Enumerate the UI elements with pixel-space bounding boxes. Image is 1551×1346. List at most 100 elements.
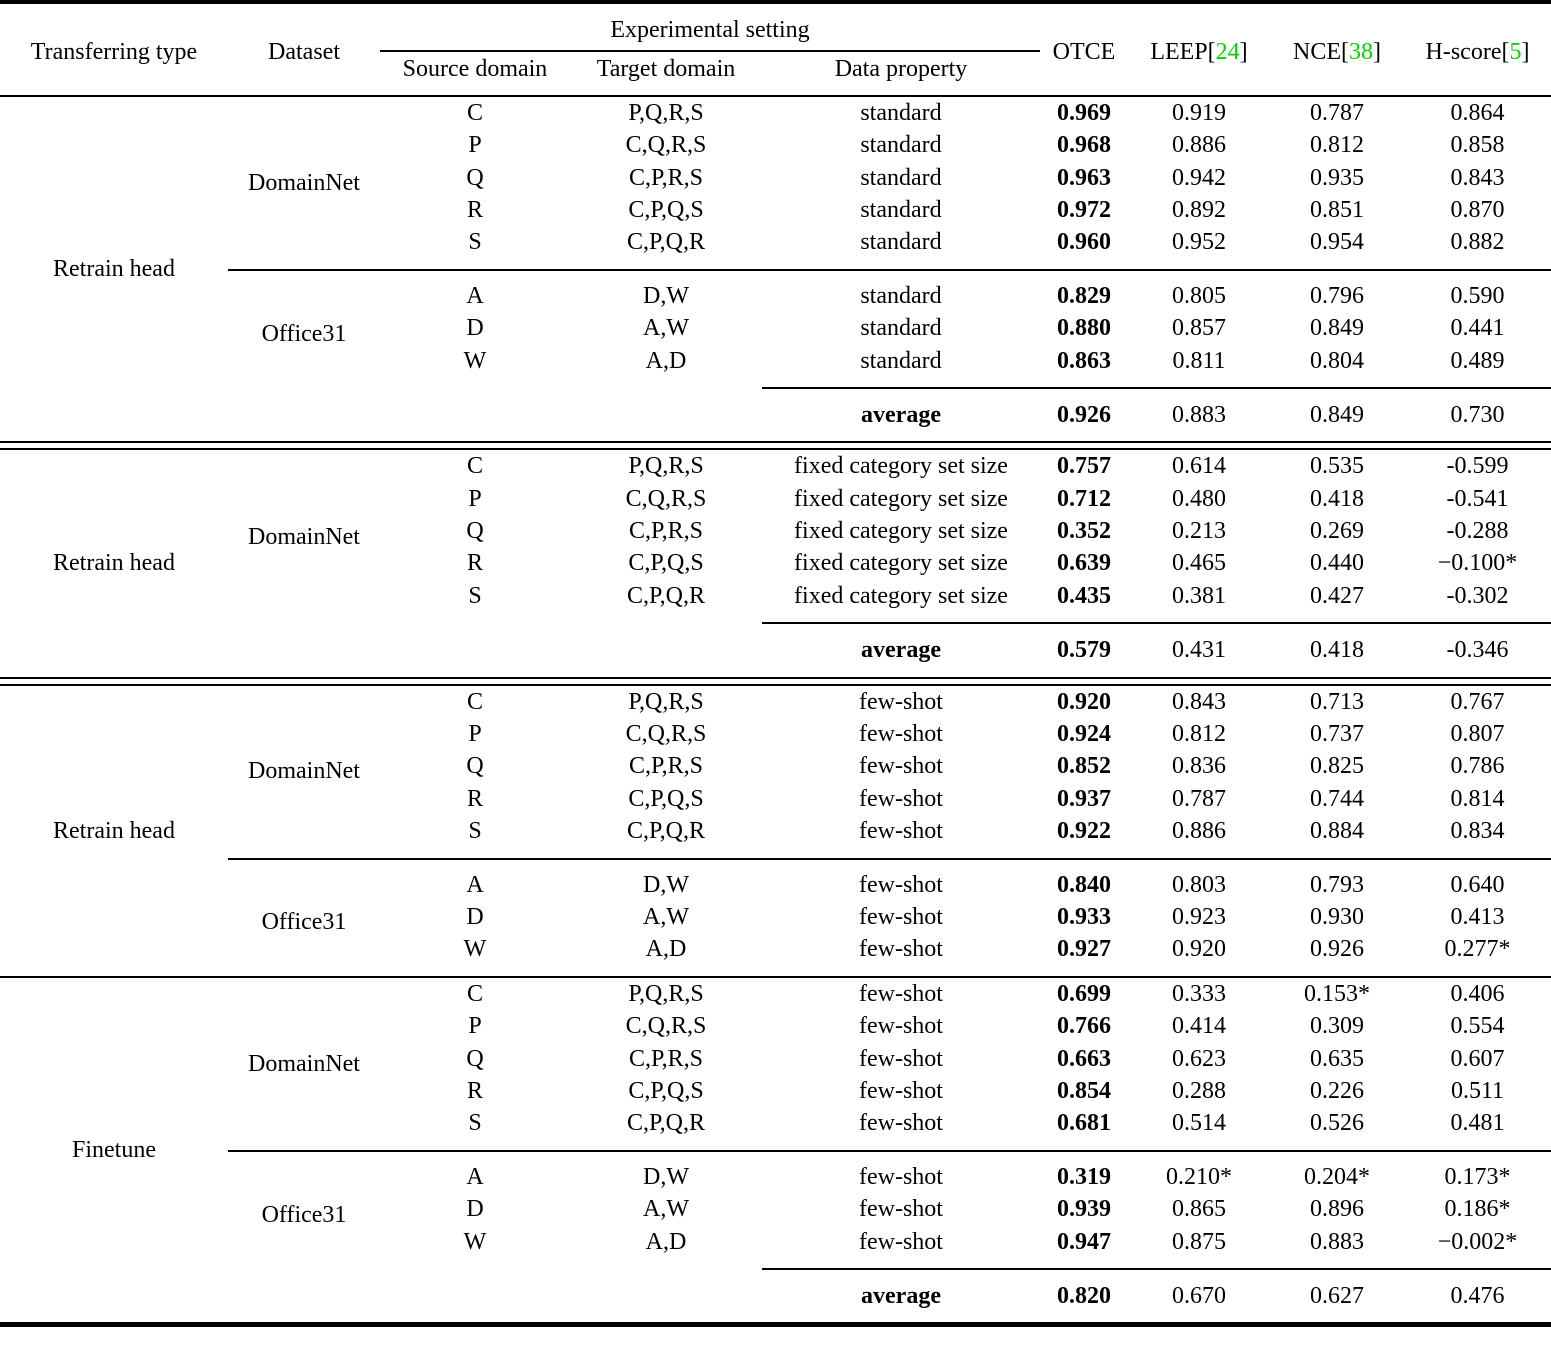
citation-number: 24 xyxy=(1215,39,1240,66)
cell-data-property: few-shot xyxy=(859,1110,943,1137)
cell-hscore: 0.834 xyxy=(1450,818,1505,845)
cell-otce: 0.319 xyxy=(1040,1149,1128,1194)
cell-otce: 0.639 xyxy=(1057,550,1111,577)
table-row: S C,P,Q,R fixed category set size 0.435 0.38… xyxy=(0,580,1551,623)
cell-hscore: −0.100* xyxy=(1437,550,1518,577)
cell-data-property: few-shot xyxy=(859,1228,943,1255)
cell-target-domain: A,W xyxy=(643,1196,689,1223)
citation-number: 5 xyxy=(1509,39,1522,66)
col-header-source-domain: Source domain xyxy=(380,51,570,97)
cell-empty xyxy=(570,388,762,442)
cell-data-property: standard xyxy=(860,132,942,159)
cell-hscore: -0.288 xyxy=(1446,518,1509,545)
table-row: S C,P,Q,R few-shot 0.681 0.514 0.526 0.481 xyxy=(0,1107,1551,1150)
cell-empty xyxy=(570,623,762,677)
table-row: Q C,P,R,S few-shot 0.663 0.623 0.635 0.607 xyxy=(0,1043,1551,1075)
cell-leep: 0.920 xyxy=(1172,936,1226,963)
cell-nce: 0.935 xyxy=(1310,164,1364,191)
cell-dataset: DomainNet xyxy=(248,1050,360,1077)
cell-data-property: standard xyxy=(860,347,942,374)
cell-transferring-type: Finetune xyxy=(72,1136,156,1163)
cell-dataset: DomainNet xyxy=(248,758,360,785)
cell-otce: 0.924 xyxy=(1057,721,1111,748)
cell-otce: 0.926 xyxy=(1040,386,1128,443)
transferability-results-table: Transferring type Dataset Experimental s… xyxy=(0,4,1551,1323)
cell-hscore: 0.173* xyxy=(1404,1149,1551,1194)
cell-source-domain: R xyxy=(466,785,483,812)
cell-target-domain: C,P,R,S xyxy=(628,164,704,191)
cell-leep: 0.381 xyxy=(1172,582,1226,609)
cell-leep: 0.875 xyxy=(1172,1228,1226,1255)
cell-nce: 0.812 xyxy=(1310,132,1364,159)
cell-hscore: 0.441 xyxy=(1450,315,1505,342)
cell-empty xyxy=(570,1269,762,1322)
table-row: Q C,P,R,S fixed category set size 0.352 0.21… xyxy=(0,515,1551,547)
cell-nce: 0.418 xyxy=(1270,622,1404,678)
cell-target-domain: A,D xyxy=(645,936,687,963)
cell-hscore: 0.882 xyxy=(1450,229,1505,256)
table-row: P C,Q,R,S few-shot 0.766 0.414 0.309 0.554 xyxy=(0,1010,1551,1042)
cell-data-property: few-shot xyxy=(859,936,943,963)
citation-bracket: [ xyxy=(1341,39,1349,66)
metric-name: LEEP xyxy=(1150,39,1208,66)
cell-leep: 0.886 xyxy=(1172,132,1226,159)
table-row: R C,P,Q,S standard 0.972 0.892 0.851 0.870 xyxy=(0,194,1551,226)
cell-source-domain: W xyxy=(463,936,487,963)
separator-line xyxy=(0,676,1551,686)
cell-source-domain: Q xyxy=(466,1045,484,1072)
cell-nce: 0.954 xyxy=(1310,229,1364,256)
cell-otce: 0.960 xyxy=(1057,229,1111,256)
cell-source-domain: P xyxy=(468,1013,482,1040)
cell-otce: 0.352 xyxy=(1057,518,1111,545)
cell-source-domain: P xyxy=(468,132,482,159)
cell-nce: 0.926 xyxy=(1310,936,1364,963)
citation-bracket: [ xyxy=(1207,39,1216,66)
cell-hscore: 0.511 xyxy=(1450,1077,1505,1104)
cell-otce: 0.757 xyxy=(1057,453,1111,480)
cell-nce: 0.793 xyxy=(1270,857,1404,901)
cell-hscore: 0.413 xyxy=(1450,903,1505,930)
citation-bracket: ] xyxy=(1521,39,1530,66)
cell-hscore: 0.186* xyxy=(1444,1196,1511,1223)
cell-nce: 0.930 xyxy=(1310,903,1364,930)
col-header-target-domain: Target domain xyxy=(570,51,762,97)
metric-name: H-score xyxy=(1425,39,1502,66)
cell-hscore: -0.302 xyxy=(1446,582,1509,609)
cell-otce: 0.947 xyxy=(1057,1228,1111,1255)
cell-leep: 0.952 xyxy=(1172,229,1226,256)
cell-nce: 0.535 xyxy=(1310,453,1364,480)
cell-leep: 0.614 xyxy=(1172,453,1226,480)
cell-data-property: fixed category set size xyxy=(794,550,1008,577)
citation-bracket: ] xyxy=(1373,39,1381,66)
cell-leep: 0.843 xyxy=(1172,688,1226,715)
cell-source-domain: D xyxy=(466,1196,484,1223)
cell-target-domain: D,W xyxy=(570,1149,762,1194)
table-row: Retrain head DomainNet C P,Q,R,S standard 0.9… xyxy=(0,96,1551,282)
cell-data-property: few-shot xyxy=(859,721,943,748)
cell-otce: 0.681 xyxy=(1057,1110,1111,1137)
table-row: R C,P,Q,S fixed category set size 0.639 0.46… xyxy=(0,547,1551,579)
cell-leep: 0.865 xyxy=(1172,1196,1226,1223)
cell-leep: 0.623 xyxy=(1172,1045,1226,1072)
cell-data-property: few-shot xyxy=(859,980,943,1007)
average-label: average xyxy=(762,386,1040,443)
cell-data-property: standard xyxy=(860,164,942,191)
average-row: average 0.926 0.883 0.849 0.730 xyxy=(0,386,1551,443)
cell-hscore: -0.541 xyxy=(1446,485,1509,512)
col-header-otce: OTCE xyxy=(1040,4,1128,97)
table-header: Transferring type Dataset Experimental s… xyxy=(0,4,1551,97)
cell-leep: 0.210* xyxy=(1128,1149,1270,1194)
cell-source-domain: R xyxy=(466,1077,483,1104)
cell-target-domain: C,P,R,S xyxy=(628,518,704,545)
cell-leep: 0.514 xyxy=(1172,1110,1226,1137)
cell-nce: 0.226 xyxy=(1310,1077,1364,1104)
cell-otce: 0.963 xyxy=(1057,164,1111,191)
cell-leep: 0.942 xyxy=(1172,164,1226,191)
cell-source-domain: W xyxy=(463,1229,487,1255)
cell-data-property: standard xyxy=(860,229,942,256)
cell-empty xyxy=(228,623,380,677)
cell-leep: 0.288 xyxy=(1172,1077,1226,1104)
cell-data-property: fixed category set size xyxy=(794,518,1008,545)
cell-otce: 0.854 xyxy=(1057,1077,1111,1104)
